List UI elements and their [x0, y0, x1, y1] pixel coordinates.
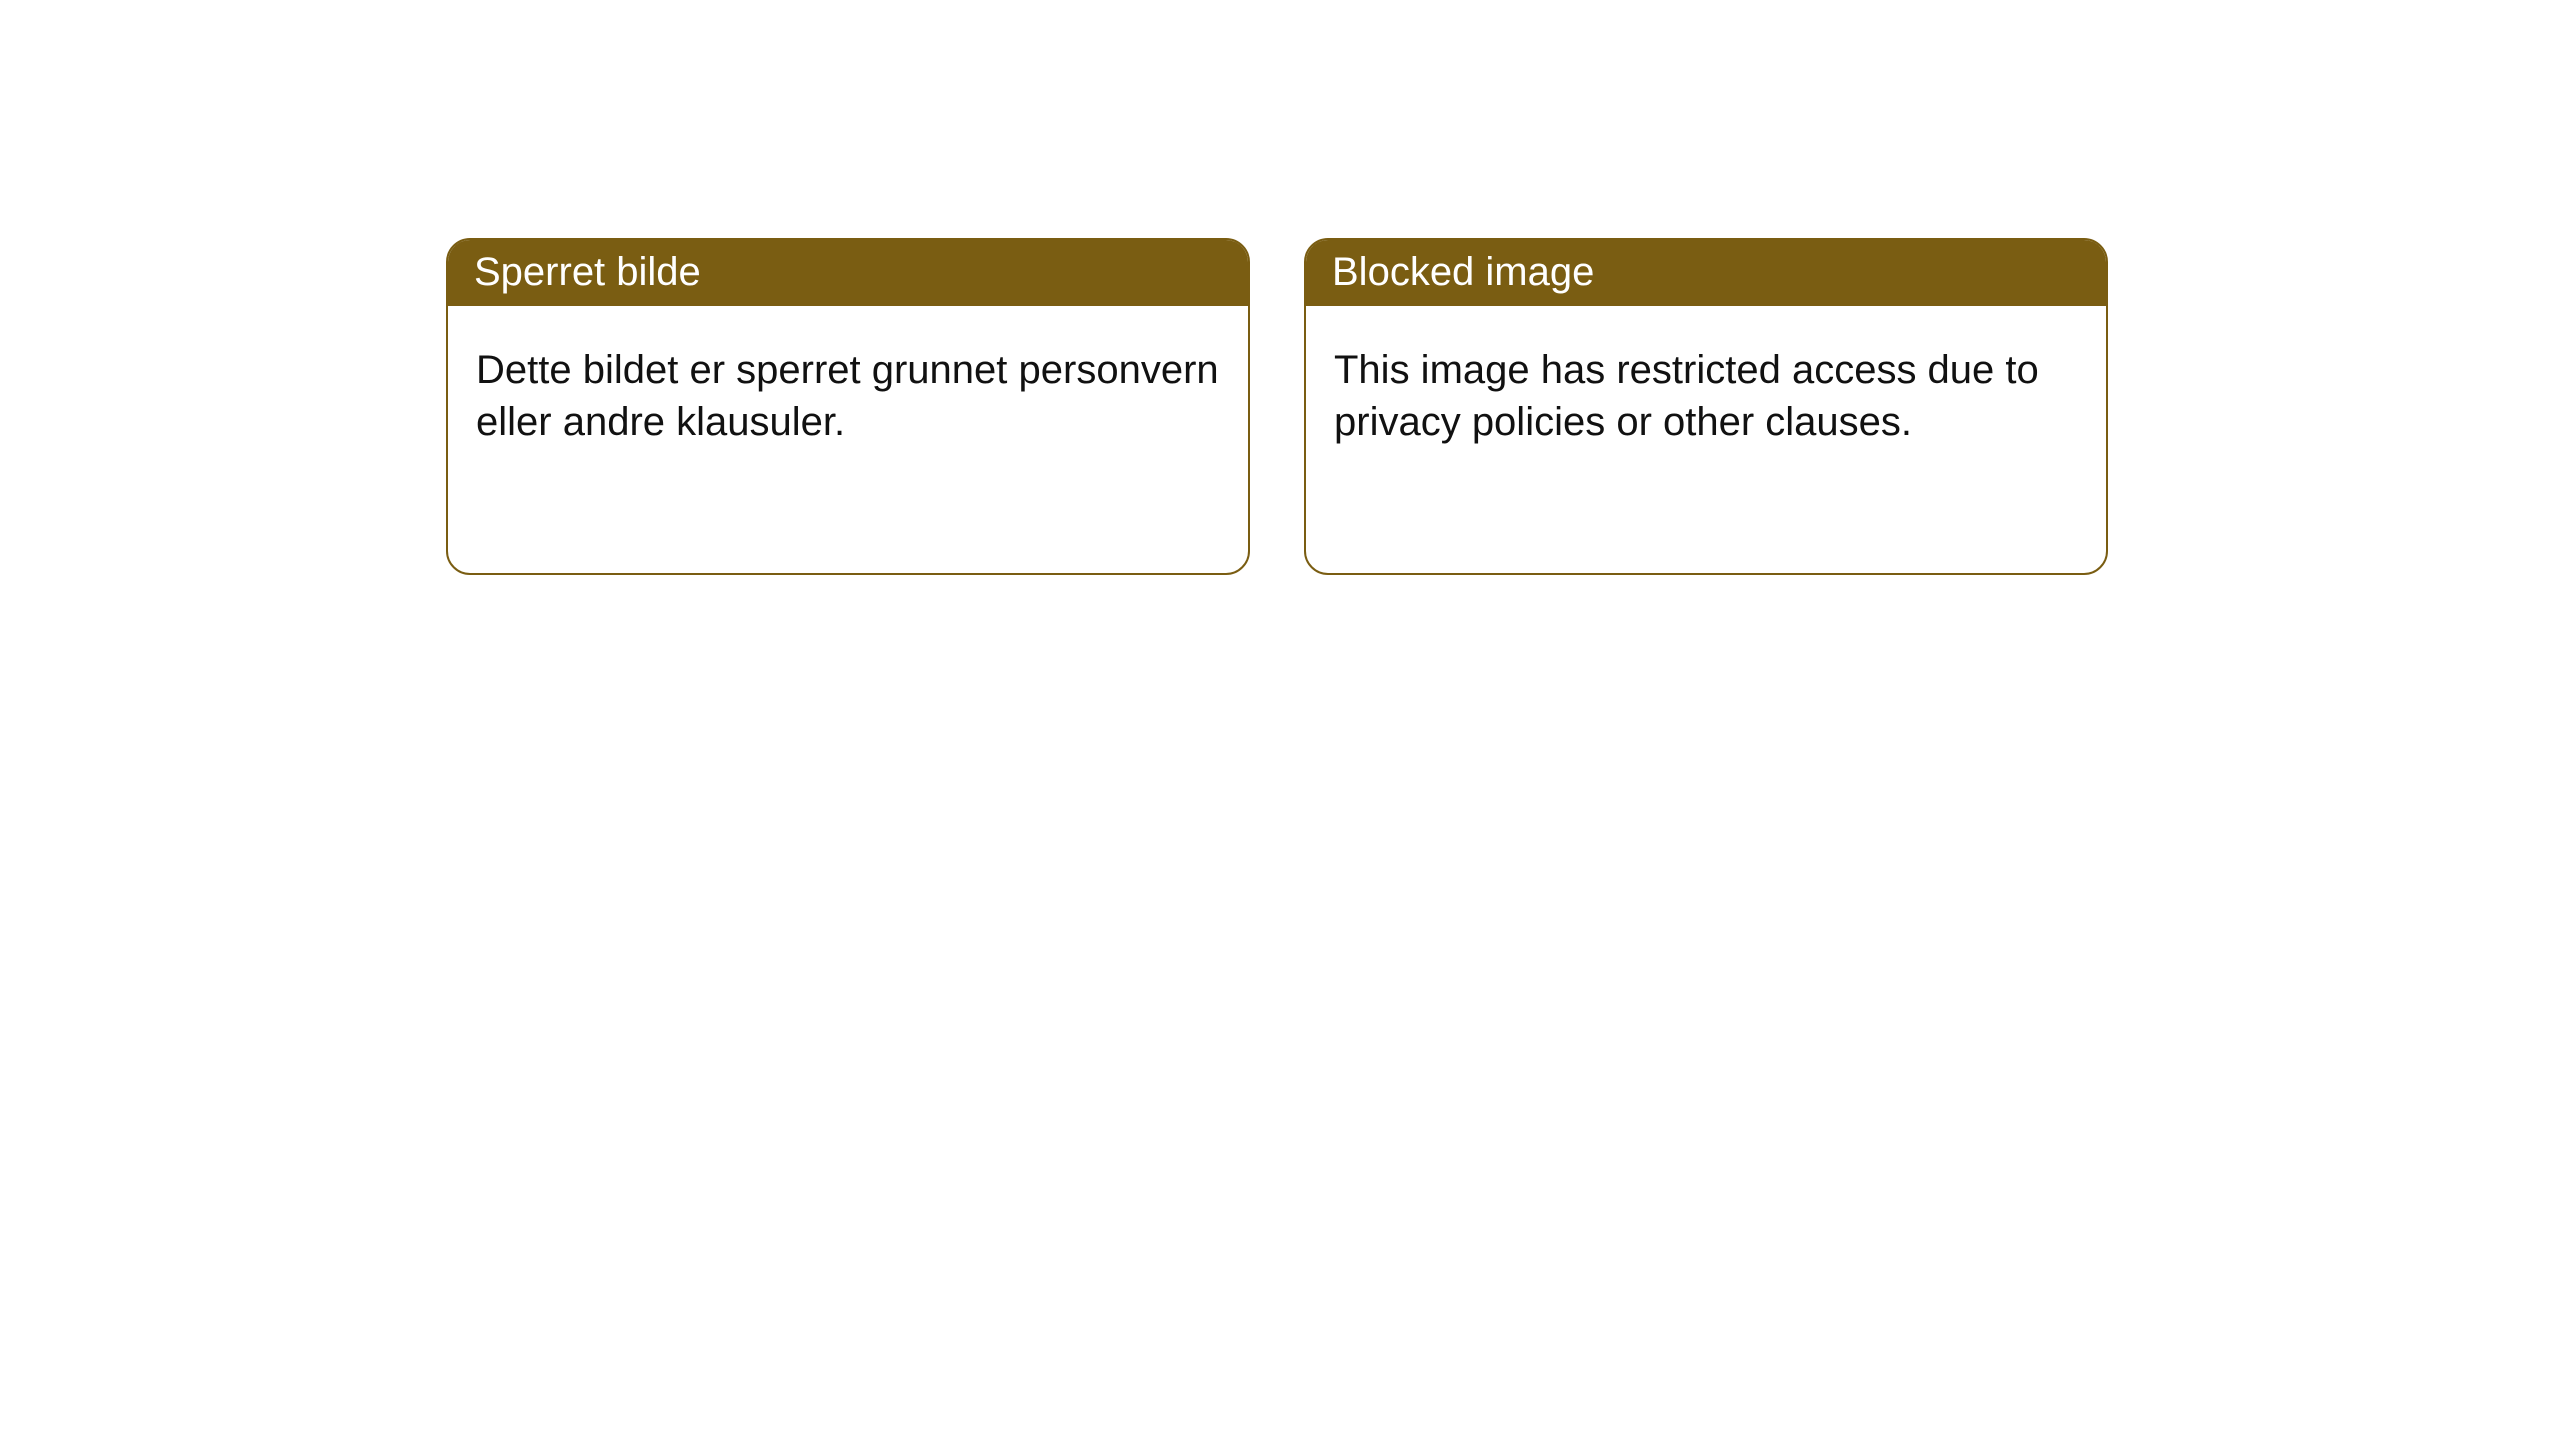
notice-card-english: Blocked image This image has restricted …	[1304, 238, 2108, 575]
card-body-text: Dette bildet er sperret grunnet personve…	[448, 306, 1248, 476]
card-title: Blocked image	[1306, 240, 2106, 306]
notice-cards-row: Sperret bilde Dette bildet er sperret gr…	[0, 0, 2560, 575]
notice-card-norwegian: Sperret bilde Dette bildet er sperret gr…	[446, 238, 1250, 575]
card-title: Sperret bilde	[448, 240, 1248, 306]
card-body-text: This image has restricted access due to …	[1306, 306, 2106, 476]
